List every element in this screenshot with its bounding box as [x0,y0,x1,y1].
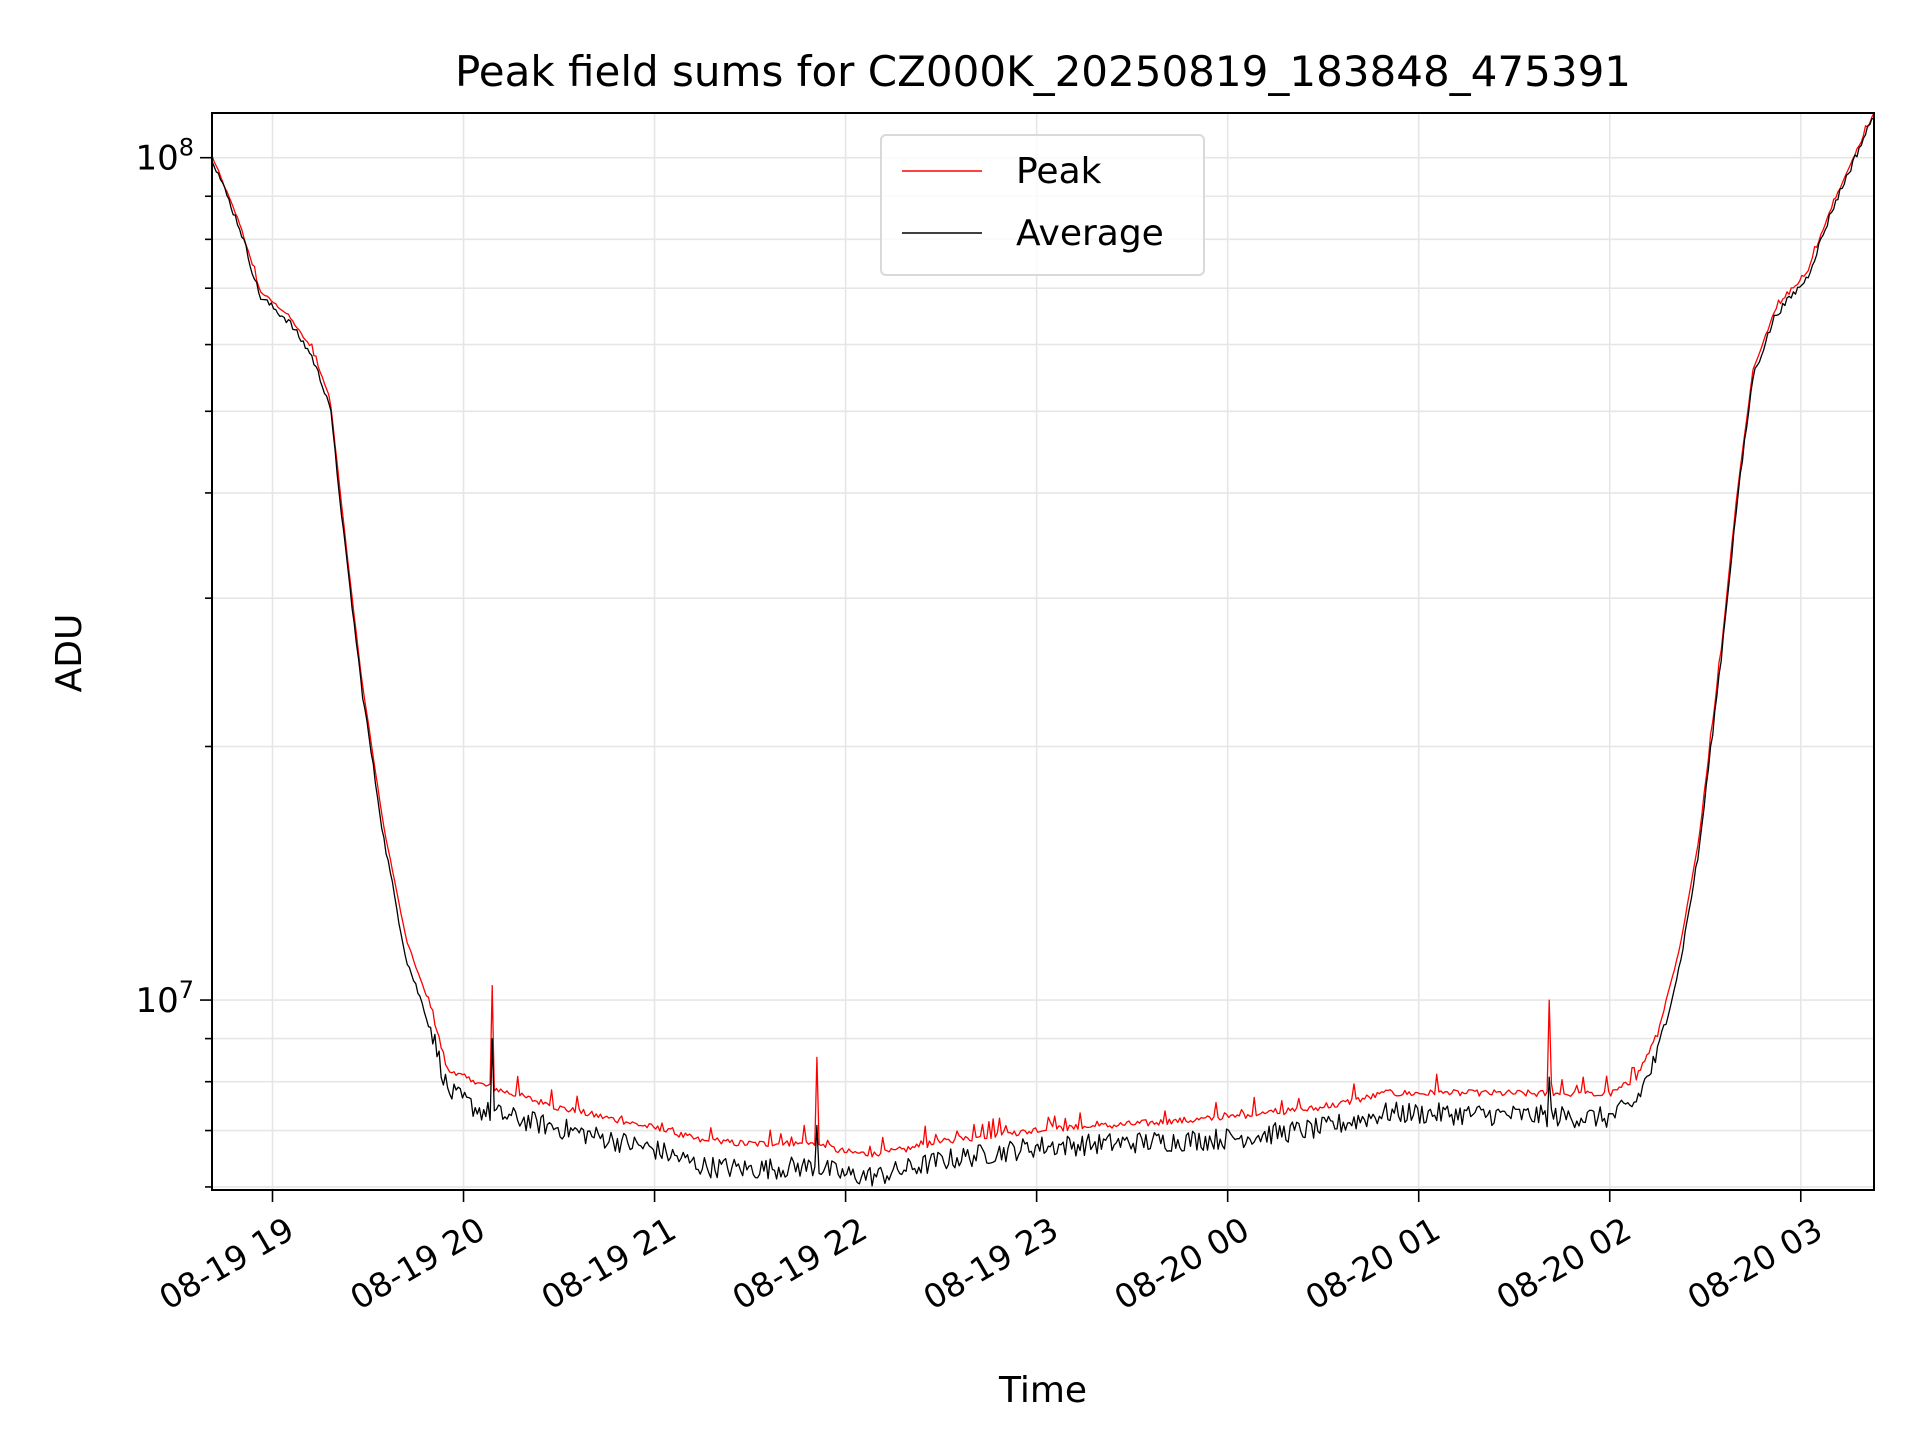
series-line-average [212,117,1874,1187]
series-layer [212,113,1874,1187]
y-axis-label: ADU [49,614,90,693]
legend-label-peak: Peak [1016,151,1102,192]
y-tick-label: 107 [135,976,194,1021]
x-axis-label: Time [998,1370,1087,1411]
chart-title: Peak field sums for CZ000K_20250819_1838… [455,47,1631,96]
y-tick-label-exponent: 7 [179,976,194,1004]
plot-frame [211,112,1875,1191]
y-tick-label-exponent: 8 [179,134,194,162]
y-tick-label: 108 [135,134,194,179]
legend-label-average: Average [1016,213,1164,254]
y-tick-label-base: 10 [135,981,178,1021]
legend-box [880,134,1205,276]
y-tick-label-base: 10 [135,139,178,179]
series-line-peak [212,113,1874,1158]
legend: Peak Average [880,134,1205,276]
